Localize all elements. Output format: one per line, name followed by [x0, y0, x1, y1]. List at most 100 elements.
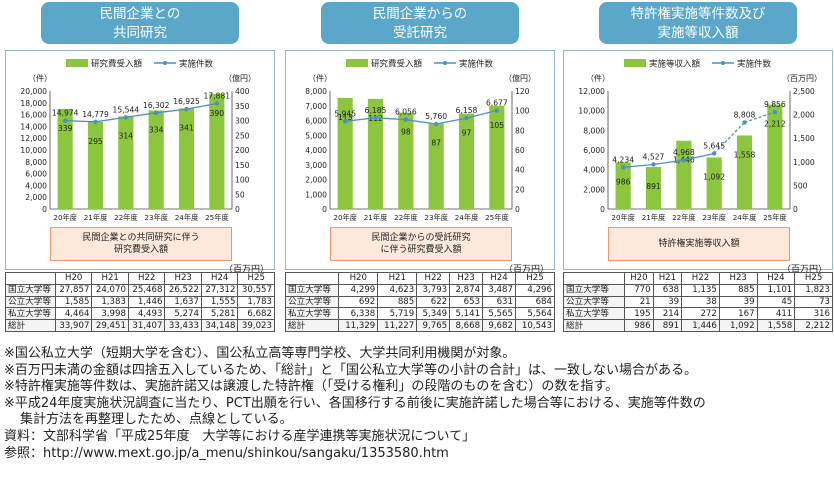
line-point — [742, 120, 747, 125]
x-tick-label: 21年度 — [642, 213, 666, 222]
y-left-tick-label: 0 — [42, 205, 47, 214]
table-header-cell: H25 — [237, 272, 275, 285]
line-point — [62, 118, 68, 123]
bar-value-label: 1,092 — [703, 172, 725, 181]
table-cell: 3,793 — [416, 283, 451, 297]
table-row: 総計 986 891 1,446 1,092 1,558 2,212 — [562, 319, 833, 332]
table-cell: 1,101 — [756, 283, 796, 297]
bar-value-label: 97 — [462, 129, 472, 138]
y-right-tick-label: 0 — [515, 205, 520, 214]
table-cell: 1,383 — [91, 295, 129, 309]
y-right-tick-label: 50 — [235, 190, 245, 199]
y-right-tick-label: 40 — [515, 166, 525, 175]
table-row: 公立大学等 692 885 622 653 631 684 — [284, 295, 556, 309]
line-point — [342, 119, 348, 124]
bar-value-label: 334 — [149, 125, 164, 134]
line-value-label: 5,945 — [334, 109, 356, 118]
line-segment — [466, 109, 497, 119]
x-tick-label: 20年度 — [611, 213, 635, 222]
table-cell: 885 — [377, 295, 418, 309]
table-header-row: H20 H21 H22 H23 H24 H25 — [562, 272, 833, 285]
table-cell: 45 — [756, 295, 796, 309]
line-segment — [683, 152, 715, 161]
line-point — [772, 109, 778, 115]
x-tick-label: 20年度 — [333, 213, 357, 222]
y-left-tick-label: 4,000 — [25, 181, 47, 190]
line-segment — [186, 102, 217, 110]
table-cell: 5,274 — [164, 307, 202, 321]
table-cell: 39,023 — [237, 319, 275, 332]
bar — [736, 135, 753, 209]
table-cell: 692 — [338, 295, 379, 309]
table-cell: 9,765 — [416, 319, 451, 332]
y-right-tick-label: 2,000 — [793, 111, 815, 120]
row-label: 公立大学等 — [284, 295, 340, 309]
table-cell: 3,487 — [482, 283, 516, 297]
table-cell: 5,565 — [482, 307, 516, 321]
notes: ※国公私立大学（短期大学を含む）、国公私立高等専門学校、大学共同利用機関が対象。… — [4, 346, 830, 462]
table-header-cell: H24 — [756, 272, 796, 285]
table-row: 国立大学等 4,299 4,623 3,793 2,874 3,487 4,296 — [284, 283, 556, 297]
line-segment — [436, 117, 467, 125]
panel-title-line: 特許権実施等件数及び — [630, 6, 766, 22]
bar-value-label: 295 — [88, 137, 103, 146]
table-header-cell: H22 — [127, 272, 166, 285]
bar — [706, 157, 722, 209]
panel-title-line: 民間企業からの — [372, 6, 468, 22]
panel-joint-research: 民間企業との 共同研究 研究費受入額 実施件数 （件） （億円） 0 2,000 4,000… — [5, 0, 275, 345]
bar — [148, 110, 164, 209]
x-tick-label: 24年度 — [175, 213, 199, 222]
line-segment — [375, 117, 406, 121]
line-value-label: 6,677 — [486, 99, 508, 108]
line-value-label: 6,185 — [365, 106, 387, 115]
table-cell: 5,281 — [200, 307, 239, 321]
panel-contract-research: 民間企業からの 受託研究 研究費受入額 実施件数 （件） （億円） 0 1,000 2,00… — [284, 0, 556, 345]
table-cell: 33,433 — [164, 319, 202, 332]
bar — [615, 162, 631, 209]
line-point — [620, 165, 626, 170]
y-left-tick-label: 12,000 — [20, 134, 47, 143]
table-cell: 1,135 — [681, 283, 720, 297]
line-point — [184, 106, 189, 112]
table-header-cell: H21 — [91, 272, 129, 285]
table-cell: 195 — [624, 307, 654, 321]
y-right-unit: （百万円） — [782, 74, 822, 83]
x-tick-label: 23年度 — [424, 213, 448, 222]
table-header-row: H20 H21 H22 H23 H24 H25 — [284, 272, 556, 285]
table-cell: 27,312 — [200, 283, 239, 297]
table-cell: 891 — [652, 319, 683, 332]
y-left-tick-label: 14,000 — [20, 122, 47, 131]
table-header-cell — [5, 272, 56, 285]
table-cell: 33,907 — [54, 319, 93, 332]
line-segment — [65, 120, 96, 123]
legend-marker-line — [163, 61, 167, 65]
table-header-cell: H25 — [514, 272, 556, 285]
row-label: 公立大学等 — [5, 295, 56, 309]
table-cell: 4,493 — [127, 307, 166, 321]
table-cell: 214 — [652, 307, 683, 321]
table-row: 公立大学等 21 39 38 39 45 73 — [562, 295, 833, 309]
bar-value-label: 87 — [431, 138, 441, 147]
bar-value-label: 98 — [401, 128, 411, 137]
row-label: 私立大学等 — [562, 307, 626, 321]
data-table: H20 H21 H22 H23 H24 H25 国立大学等 27,857 24,070 25,46… — [5, 272, 275, 332]
table-cell: 30,557 — [237, 283, 275, 297]
line-segment — [156, 108, 187, 114]
bar-value-label: 1,558 — [734, 150, 756, 159]
table-unit: （百万円） — [503, 265, 549, 275]
line-value-label: 9,856 — [764, 100, 786, 109]
source-line: 資料：文部科学省「平成25年度 大学等における産学連携等実施状況について」 — [4, 428, 476, 444]
caption-line: 民間企業との共同研究に伴う — [82, 233, 200, 243]
y-right-tick-label: 200 — [235, 146, 250, 155]
y-left-tick-label: 4,000 — [583, 166, 605, 175]
bar-value-label: 390 — [210, 109, 225, 118]
x-tick-label: 25年度 — [485, 213, 509, 222]
y-right-tick-label: 1,500 — [793, 134, 815, 143]
legend-marker-line — [443, 61, 447, 65]
y-right-tick-label: 120 — [515, 87, 530, 96]
table-row: 私立大学等 195 214 272 167 411 316 — [562, 307, 833, 321]
legend-label-line: 実施件数 — [459, 59, 494, 70]
note-line: ※国公私立大学（短期大学を含む）、国公私立高等専門学校、大学共同利用機関が対象。 — [4, 346, 516, 361]
table-row: 国立大学等 27,857 24,070 25,468 26,522 27,312 30,55… — [5, 283, 275, 297]
line-point — [681, 157, 687, 163]
